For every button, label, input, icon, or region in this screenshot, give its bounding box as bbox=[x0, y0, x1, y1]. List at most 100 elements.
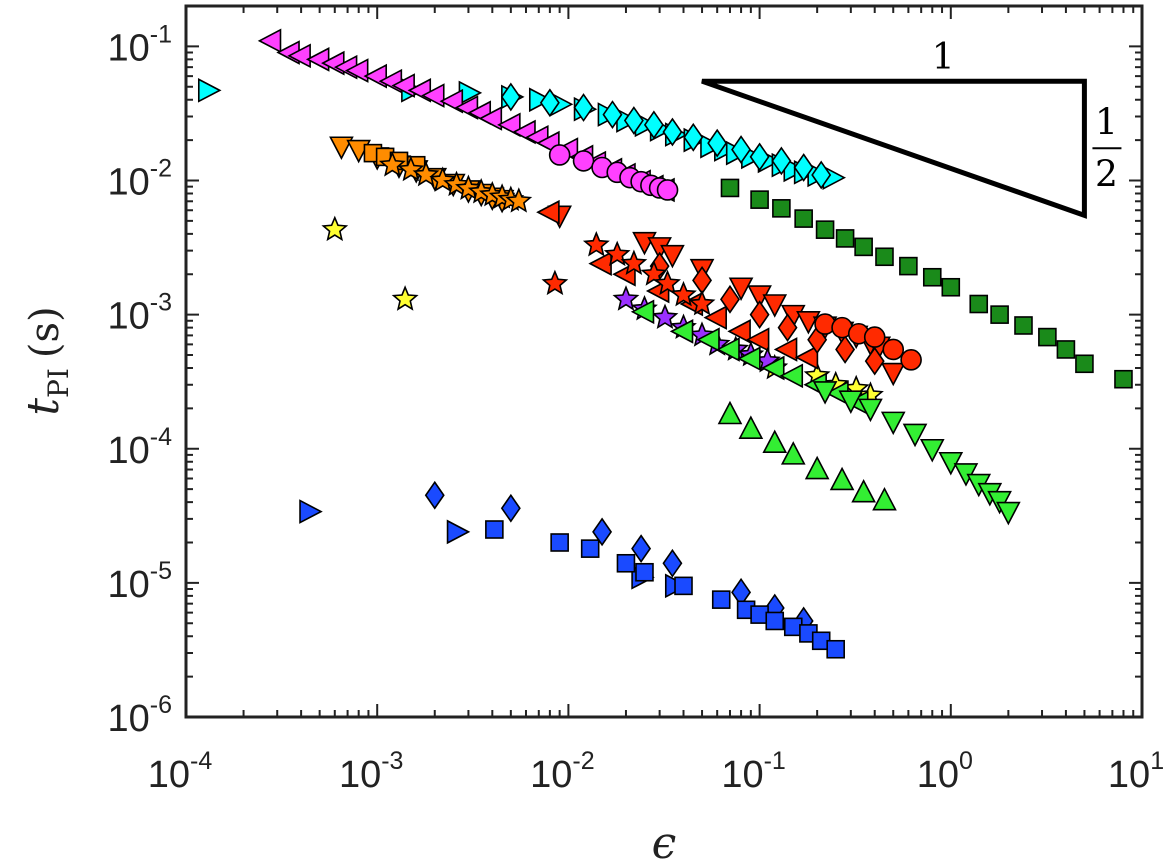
series bbox=[500, 82, 832, 190]
data-point bbox=[257, 28, 282, 54]
slope-run-label: 1 bbox=[932, 37, 955, 78]
data-point bbox=[922, 267, 942, 287]
plot-frame bbox=[184, 4, 1144, 719]
series bbox=[378, 151, 533, 213]
series bbox=[630, 299, 869, 416]
series bbox=[812, 381, 1021, 526]
data-point bbox=[761, 355, 785, 381]
data-point bbox=[1014, 316, 1033, 335]
data-point bbox=[969, 294, 989, 314]
data-point bbox=[762, 294, 788, 318]
data-point bbox=[344, 58, 369, 83]
data-point bbox=[397, 155, 425, 182]
data-point bbox=[794, 209, 813, 228]
data-point bbox=[548, 144, 571, 166]
data-point bbox=[703, 305, 727, 330]
data-point bbox=[539, 88, 560, 118]
y-tick-label: 10-4 bbox=[107, 423, 172, 472]
data-point bbox=[773, 337, 798, 362]
data-point bbox=[737, 346, 761, 371]
data-point bbox=[683, 122, 704, 152]
data-point bbox=[623, 106, 644, 135]
data-point bbox=[329, 136, 354, 160]
data-point bbox=[662, 548, 683, 578]
data-point bbox=[660, 244, 685, 269]
data-point bbox=[882, 338, 905, 361]
data-point bbox=[720, 178, 740, 198]
slope-triangle-shape bbox=[701, 78, 1087, 219]
data-point bbox=[749, 142, 770, 172]
data-point bbox=[478, 106, 503, 131]
x-tick-label: 10-4 bbox=[148, 747, 213, 796]
data-point bbox=[779, 363, 804, 389]
data-point bbox=[777, 313, 798, 343]
data-point bbox=[864, 346, 885, 376]
data-point bbox=[573, 93, 594, 122]
y-tick-label: 10-2 bbox=[107, 155, 172, 204]
y-tick-label: 10-5 bbox=[107, 557, 172, 606]
data-point bbox=[1075, 354, 1094, 374]
data-point bbox=[500, 82, 521, 112]
series bbox=[720, 178, 1133, 389]
data-point bbox=[854, 237, 873, 257]
data-point bbox=[996, 501, 1021, 526]
data-point bbox=[900, 349, 922, 371]
data-point bbox=[391, 285, 419, 311]
series bbox=[649, 251, 885, 376]
data-point bbox=[826, 639, 845, 659]
data-point bbox=[707, 128, 728, 158]
data-point bbox=[696, 327, 720, 353]
data-point bbox=[720, 284, 740, 314]
data-point bbox=[580, 539, 600, 558]
data-point bbox=[1056, 340, 1076, 359]
y-axis-label-sub: PI bbox=[42, 368, 75, 398]
data-point bbox=[811, 160, 832, 190]
data-point bbox=[692, 265, 713, 295]
data-point bbox=[446, 519, 471, 545]
series bbox=[548, 144, 679, 201]
x-tick-label: 100 bbox=[917, 747, 973, 796]
data-point bbox=[765, 611, 785, 631]
series bbox=[814, 313, 922, 371]
data-point bbox=[640, 260, 668, 286]
data-point bbox=[612, 285, 640, 311]
data-point bbox=[582, 231, 610, 257]
data-point bbox=[728, 277, 754, 301]
data-point bbox=[592, 517, 613, 547]
data-point bbox=[635, 562, 654, 582]
slope-triangle: 1 1 2 bbox=[701, 37, 1122, 219]
data-point bbox=[500, 493, 521, 523]
data-point bbox=[1038, 327, 1057, 347]
data-point bbox=[829, 466, 855, 491]
data-point bbox=[835, 229, 855, 248]
data-point bbox=[727, 319, 751, 344]
data-point bbox=[880, 362, 906, 387]
data-point bbox=[815, 220, 835, 239]
data-point bbox=[485, 520, 504, 539]
data-point bbox=[651, 303, 679, 329]
data-point bbox=[745, 327, 770, 353]
x-tick-labels: 10-4 10-3 10-2 10-1 100 101 bbox=[148, 747, 1163, 796]
data-point bbox=[412, 160, 440, 187]
y-axis-label-var: t bbox=[18, 398, 69, 416]
x-tick-label: 10-1 bbox=[721, 747, 786, 796]
data-point bbox=[421, 83, 445, 108]
data-point bbox=[669, 319, 694, 344]
data-point bbox=[990, 305, 1009, 324]
data-point bbox=[919, 438, 945, 463]
series bbox=[536, 199, 819, 370]
data-point bbox=[902, 423, 928, 448]
x-tick-label: 101 bbox=[1108, 747, 1163, 796]
data-point bbox=[772, 199, 791, 218]
data-point bbox=[197, 78, 222, 103]
data-point bbox=[688, 289, 716, 316]
data-point bbox=[858, 398, 883, 423]
x-tick-label: 10-2 bbox=[530, 747, 595, 796]
data-point bbox=[299, 499, 323, 524]
data-point bbox=[391, 73, 415, 98]
data-point bbox=[731, 135, 752, 164]
data-point bbox=[662, 117, 683, 147]
data-point bbox=[656, 179, 679, 201]
y-tick-labels: 10-6 10-5 10-4 10-3 10-2 10-1 bbox=[107, 20, 172, 740]
